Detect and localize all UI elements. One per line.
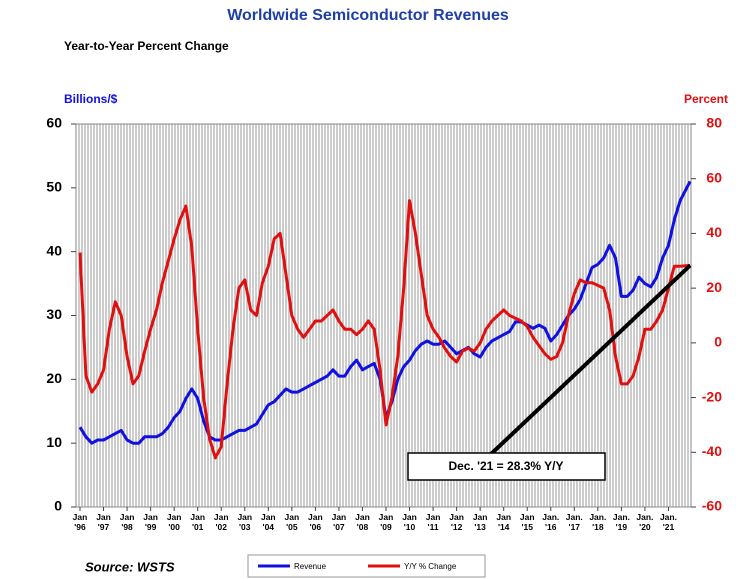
x-tick-label: Jan '03: [237, 512, 253, 532]
x-tick-label: Jan '10: [402, 512, 417, 532]
chart-title: Worldwide Semiconductor Revenues: [227, 7, 509, 24]
y-tick-label: 40: [46, 242, 62, 258]
x-tick-label: Jan. '18: [589, 512, 607, 532]
y2-tick-label: 60: [706, 169, 722, 185]
x-tick-label: Jan. '21: [659, 512, 677, 532]
y2-tick-label: -20: [702, 388, 722, 404]
x-tick-label: Jan '98: [119, 512, 135, 532]
annotation-box: [407, 452, 606, 481]
y2-tick-label: -60: [702, 498, 722, 514]
x-tick-label: Jan '09: [378, 512, 394, 532]
x-tick-label: Jan. '19: [612, 512, 630, 532]
y2-tick-label: 0: [714, 334, 722, 350]
y-tick-label: 30: [46, 306, 62, 322]
x-tick-label: Jan '07: [331, 512, 347, 532]
y2-axis-label: Percent: [684, 92, 728, 106]
x-tick-label: Jan '12: [449, 512, 464, 532]
y-tick-label: 20: [46, 370, 62, 386]
x-tick-label: Jan '96: [72, 512, 88, 532]
x-tick-label: Jan. '20: [636, 512, 654, 532]
source: Source: WSTS: [85, 559, 175, 574]
legend: [247, 554, 486, 578]
x-tick-label: Jan '13: [472, 512, 488, 532]
annotation: Dec. '21 = 28.3% Y/Y: [448, 459, 563, 473]
y-tick-label: 10: [46, 434, 62, 450]
x-tick-label: Jan '11: [425, 512, 441, 532]
x-tick-label: Jan '05: [284, 512, 300, 532]
x-tick-label: Jan '02: [213, 512, 229, 532]
x-tick-label: Jan '14: [496, 512, 512, 532]
y2-tick-label: 80: [706, 115, 722, 131]
x-tick-label: Jan '00: [166, 512, 182, 532]
x-tick-label: Jan. '16: [542, 512, 560, 532]
legend-label: Revenue: [294, 562, 327, 571]
y2-tick-label: 20: [706, 279, 722, 295]
x-tick-label: Jan '06: [308, 512, 323, 532]
y-tick-label: 60: [46, 115, 62, 131]
y2-tick-label: 40: [706, 224, 722, 240]
x-tick-label: Jan '04: [260, 512, 276, 532]
x-tick-label: Jan '15: [519, 512, 535, 532]
y-axis-label: Billions/$: [64, 92, 118, 106]
x-tick-label: Jan '08: [355, 512, 370, 532]
x-tick-label: Jan '01: [190, 512, 206, 532]
y-tick-label: 0: [54, 498, 62, 514]
series-line: [78, 199, 691, 460]
subtitle: Year-to-Year Percent Change: [64, 39, 229, 53]
y-tick-label: 50: [46, 179, 62, 195]
legend-label: Y/Y % Change: [404, 562, 457, 571]
x-tick-label: Jan. '17: [565, 512, 583, 532]
y2-tick-label: -40: [702, 443, 722, 459]
annotation-arrow: [488, 263, 692, 457]
x-tick-label: Jan '99: [143, 512, 158, 532]
plot-area: [75, 123, 692, 508]
x-tick-label: Jan '97: [96, 512, 111, 532]
